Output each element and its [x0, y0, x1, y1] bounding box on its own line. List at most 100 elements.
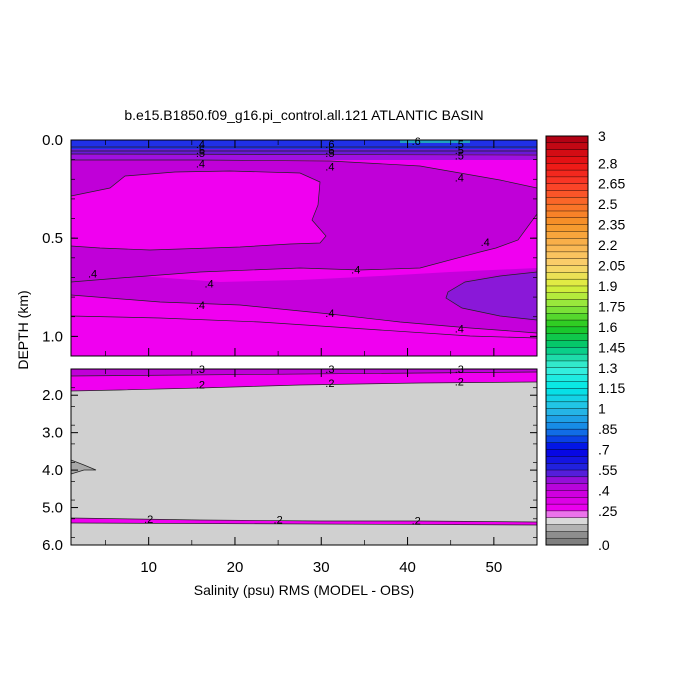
colorbar-swatch — [545, 169, 589, 178]
contour-label: .2 — [196, 380, 205, 392]
colorbar-swatch — [545, 476, 589, 485]
colorbar-swatch — [545, 456, 589, 464]
colorbar-swatch — [545, 408, 589, 416]
upper-contour-line — [71, 294, 537, 334]
colorbar-swatch — [545, 497, 589, 505]
colorbar-swatch — [545, 326, 589, 335]
y-tick-label: 6.0 — [42, 537, 63, 554]
colorbar-label: 2.5 — [598, 196, 618, 212]
contour-label: .4 — [351, 265, 360, 277]
colorbar-swatch — [545, 258, 589, 267]
surface-band-blue — [71, 140, 537, 149]
contour-label: .5 — [455, 139, 464, 151]
contour-label: .2 — [325, 378, 334, 390]
contour-label: .5 — [325, 145, 334, 157]
colorbar-swatch — [545, 347, 589, 355]
colorbar-label: 1.45 — [598, 339, 625, 355]
colorbar-label: .4 — [598, 482, 610, 498]
y-tick-label: 5.0 — [42, 500, 63, 517]
upper-contour-line — [71, 159, 537, 189]
contour-label: .4 — [196, 159, 205, 171]
contour-label: .3 — [325, 364, 334, 376]
upper-magenta-core — [71, 171, 326, 250]
y-tick-label: 0.5 — [42, 230, 63, 247]
colorbar-swatch — [545, 176, 589, 185]
x-tick-label: 20 — [227, 559, 244, 576]
colorbar-swatch — [545, 360, 589, 369]
colorbar-swatch — [545, 340, 589, 348]
colorbar-swatch — [545, 422, 589, 430]
upper-purple-band — [71, 268, 537, 333]
upper-contour-line — [445, 271, 537, 321]
colorbar-label: 2.8 — [598, 155, 618, 171]
contour-label: .4 — [481, 237, 490, 249]
lower-surface-magenta — [71, 372, 537, 391]
colorbar-label: 2.2 — [598, 237, 618, 253]
contour-label: .5 — [455, 151, 464, 163]
y-tick-label: 2.0 — [42, 387, 63, 404]
upper-lower-magenta-band — [71, 316, 537, 356]
upper-contour-line — [71, 170, 327, 251]
contour-label: .2 — [412, 515, 421, 527]
colorbar-label: .25 — [598, 503, 618, 519]
colorbar-swatch — [545, 442, 589, 451]
contour-label: .5 — [325, 148, 334, 160]
contour-label: .5 — [455, 145, 464, 157]
colorbar-label: 3 — [598, 128, 606, 144]
colorbar-label: 1.15 — [598, 380, 625, 396]
y-axis-label: DEPTH (km) — [15, 290, 31, 369]
colorbar-swatch — [545, 483, 589, 491]
contour-label: .4 — [455, 324, 464, 336]
colorbar-swatch — [545, 251, 589, 260]
colorbar-swatch — [545, 190, 589, 198]
lower-panel-background — [71, 369, 537, 545]
upper-panel-contours — [71, 140, 537, 356]
colorbar-swatch — [545, 306, 589, 314]
y-tick-label: 4.0 — [42, 462, 63, 479]
colorbar-swatch — [545, 415, 589, 423]
colorbar-swatch — [545, 353, 589, 362]
colorbar-swatch — [545, 149, 589, 157]
colorbar-swatch — [545, 203, 589, 212]
y-tick-label: 0.0 — [42, 132, 63, 149]
contour-label: .4 — [88, 269, 97, 281]
x-tick-label: 30 — [313, 559, 330, 576]
x-tick-label: 40 — [399, 559, 416, 576]
contour-label: .2 — [274, 515, 283, 527]
surface-band-teal — [400, 140, 470, 143]
colorbar-label: 1.6 — [598, 319, 618, 335]
colorbar-label: 1.75 — [598, 298, 625, 314]
contour-label: .3 — [196, 364, 205, 376]
lower-panel-frame — [70, 368, 538, 546]
colorbar-swatch — [545, 163, 589, 171]
colorbar-swatch — [545, 367, 589, 376]
contour-label: .4 — [204, 278, 213, 290]
colorbar-swatch — [545, 319, 589, 328]
colorbar-swatch — [545, 490, 589, 498]
lower-contour-line — [71, 517, 537, 523]
colorbar-swatch — [545, 156, 589, 164]
x-tick-label: 50 — [486, 559, 503, 576]
upper-contour-line — [71, 213, 537, 283]
colorbar-label: .0 — [598, 537, 610, 553]
colorbar-swatch — [545, 537, 589, 546]
contour-label: .5 — [196, 145, 205, 157]
colorbar-swatch — [545, 292, 589, 301]
contour-label: .4 — [325, 308, 334, 320]
colorbar-label: 1 — [598, 401, 606, 417]
lower-contour-line — [71, 381, 537, 392]
colorbar-swatch — [545, 435, 589, 444]
colorbar-swatch — [545, 333, 589, 341]
axes: 0.0 0.5 1.0 2.0 3.0 4.0 5.0 6.0 10 20 30 40 50 — [42, 132, 538, 576]
colorbar-swatch — [545, 531, 589, 539]
colorbar-swatch — [545, 183, 589, 192]
colorbar-swatch — [545, 388, 589, 396]
colorbar-swatch — [545, 463, 589, 471]
colorbar-label: .85 — [598, 421, 618, 437]
surface-band-violet — [71, 154, 537, 160]
colorbar-swatch — [545, 210, 589, 219]
colorbar-swatch — [545, 381, 589, 389]
y-tick-label: 1.0 — [42, 328, 63, 345]
colorbar-swatch — [545, 272, 589, 280]
